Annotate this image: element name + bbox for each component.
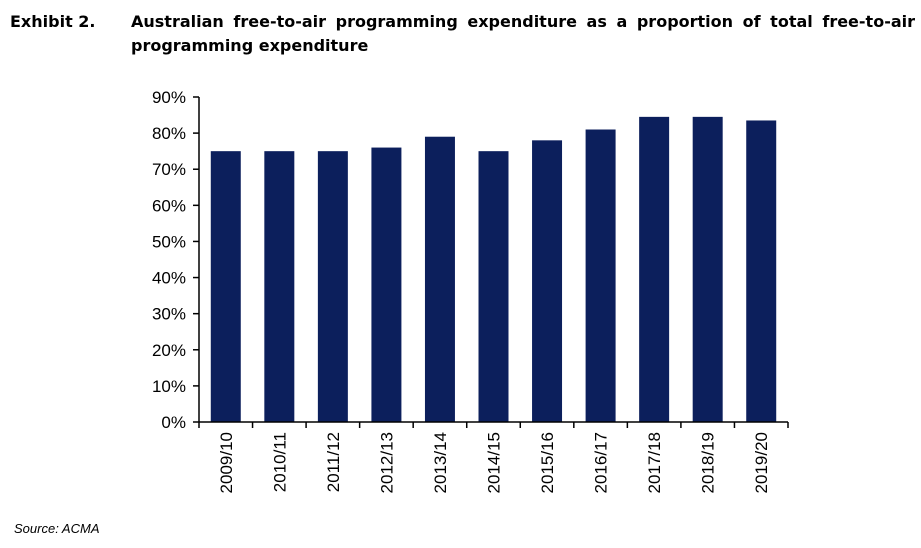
bar-2013-14 [424,136,455,422]
y-axis-tick-labels: 0% 10% 20% 30% 40% 50% 60% 70% 80% 90% [152,88,186,432]
chart-axes [193,96,789,428]
x-tick-label: 2009/10 [217,432,236,493]
bar-2015-16 [532,140,563,422]
bar-2018-19 [692,116,723,423]
x-tick-label: 2016/17 [592,432,611,493]
x-tick-label: 2019/20 [752,432,771,493]
x-tick-label: 2015/16 [538,432,557,493]
exhibit-label: Exhibit 2. [10,12,96,31]
bar-2014-15 [478,151,509,423]
chart-bars [210,116,777,423]
x-tick-label: 2012/13 [377,432,396,493]
x-tick-label: 2018/19 [699,432,718,493]
bar-2019-20 [746,120,777,422]
y-tick-label: 60% [152,196,186,215]
bar-2010-11 [264,151,295,423]
exhibit-header: Exhibit 2. Australian free-to-air progra… [10,10,915,70]
x-tick-label: 2014/15 [485,432,504,493]
bar-2017-18 [639,116,670,423]
x-axis-tick-labels: 2009/10 2010/11 2011/12 2012/13 2013/14 2014/… [217,432,771,493]
bar-2012-13 [371,147,402,422]
y-tick-label: 40% [152,269,186,288]
y-tick-label: 50% [152,232,186,251]
y-tick-label: 90% [152,88,186,107]
y-tick-label: 30% [152,305,186,324]
y-tick-label: 20% [152,341,186,360]
x-tick-label: 2010/11 [270,432,289,492]
bar-2009-10 [210,151,241,423]
x-tick-label: 2011/12 [324,432,343,492]
y-tick-label: 70% [152,160,186,179]
bar-2011-12 [317,151,348,423]
chart-title: Australian free-to-air programming expen… [131,12,915,55]
x-tick-label: 2017/18 [645,432,664,493]
y-tick-label: 0% [161,413,186,432]
y-tick-label: 10% [152,377,186,396]
bar-2016-17 [585,129,616,422]
x-tick-label: 2013/14 [431,432,450,493]
source-note: Source: ACMA [14,521,100,536]
y-tick-label: 80% [152,124,186,143]
